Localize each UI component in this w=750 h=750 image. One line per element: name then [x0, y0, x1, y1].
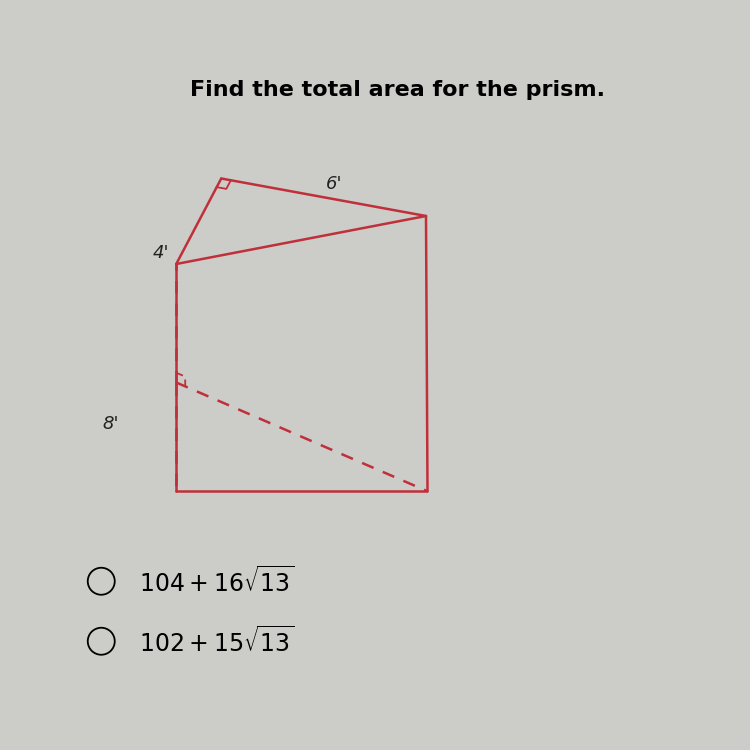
Text: Find the total area for the prism.: Find the total area for the prism.: [190, 80, 605, 100]
Text: $104 + 16\sqrt{13}$: $104 + 16\sqrt{13}$: [139, 566, 295, 596]
Text: 4': 4': [153, 244, 170, 262]
Text: $102 + 15\sqrt{13}$: $102 + 15\sqrt{13}$: [139, 626, 295, 656]
Text: 6': 6': [326, 175, 342, 193]
Text: 8': 8': [103, 415, 119, 433]
